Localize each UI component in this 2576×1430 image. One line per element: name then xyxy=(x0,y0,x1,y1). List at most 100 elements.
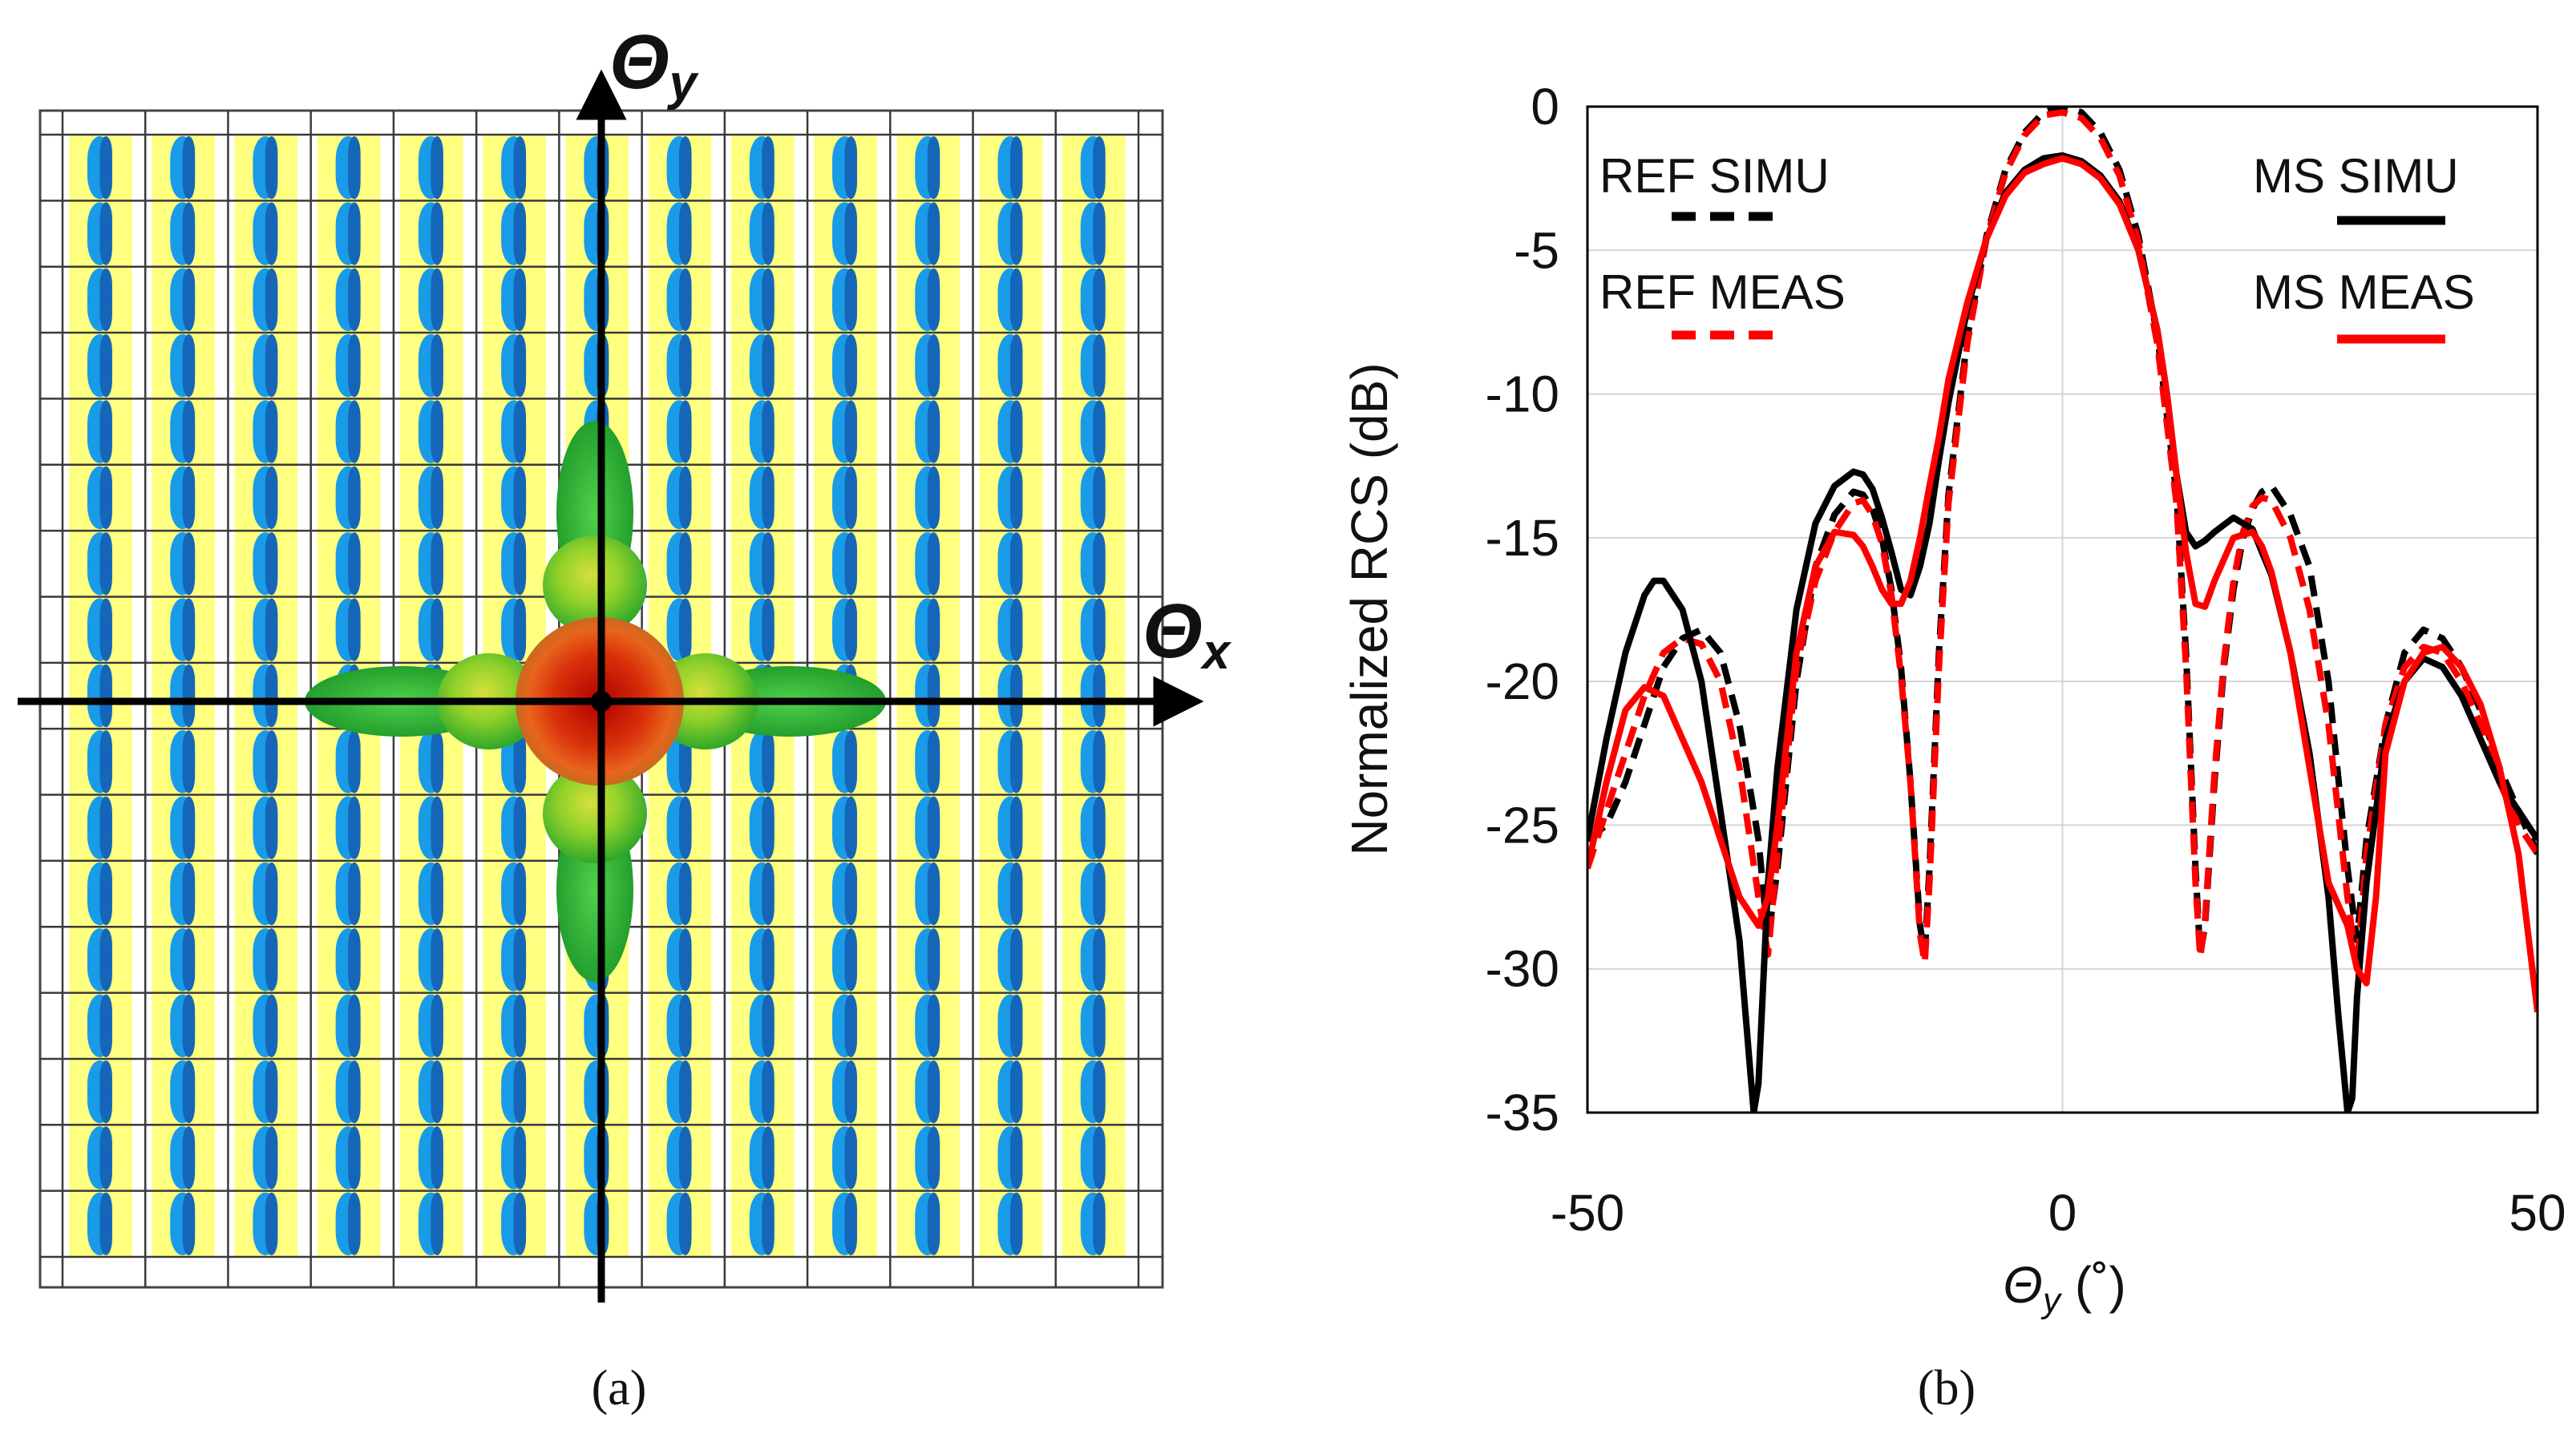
array-element-shade xyxy=(844,862,858,926)
array-element-shade xyxy=(265,1060,278,1124)
array-element-shade xyxy=(182,730,196,794)
array-element-shade xyxy=(431,928,443,992)
y-tick-label: -10 xyxy=(1486,366,1560,423)
array-element-shade xyxy=(431,136,443,200)
array-element-shade xyxy=(762,1126,774,1190)
theta-y-label: Θy xyxy=(609,19,700,111)
array-element-shade xyxy=(99,730,112,794)
array-element-shade xyxy=(927,928,940,992)
array-element-shade xyxy=(927,1060,940,1124)
array-element-shade xyxy=(762,928,774,992)
array-element-shade xyxy=(927,862,940,926)
array-element-shade xyxy=(99,334,112,398)
array-element-shade xyxy=(431,862,443,926)
array-element-shade xyxy=(1093,334,1106,398)
array-element-shade xyxy=(265,532,278,596)
array-element-shade xyxy=(265,466,278,530)
array-element-shade xyxy=(762,202,774,265)
array-element-shade xyxy=(348,532,361,596)
array-element-shade xyxy=(679,928,692,992)
array-element-shade xyxy=(762,730,774,794)
array-element-shade xyxy=(1009,664,1023,728)
array-element-shade xyxy=(348,268,361,332)
array-element-shade xyxy=(431,796,443,859)
array-element-shade xyxy=(348,334,361,398)
array-element-shade xyxy=(1093,928,1106,992)
array-element-shade xyxy=(182,1060,196,1124)
array-element-shade xyxy=(182,796,196,859)
array-element-shade xyxy=(762,532,774,596)
array-element-shade xyxy=(182,268,196,332)
array-element-shade xyxy=(1093,1192,1106,1255)
plot-area-frame xyxy=(1586,105,2539,1114)
series-line-ref-meas xyxy=(1587,109,2538,972)
array-element-shade xyxy=(762,994,774,1057)
array-element-shade xyxy=(513,730,527,794)
chart-series xyxy=(1587,107,2538,1113)
array-element-shade xyxy=(844,1126,858,1190)
array-element-shade xyxy=(844,1192,858,1255)
panel-a: Θy Θx (a) xyxy=(18,19,1232,1416)
array-element-shade xyxy=(265,136,278,200)
array-element-shade xyxy=(679,268,692,332)
array-element-shade xyxy=(513,400,527,463)
array-element-shade xyxy=(1093,664,1106,728)
array-element-shade xyxy=(927,532,940,596)
array-element-shade xyxy=(265,598,278,661)
array-element-shade xyxy=(1009,136,1023,200)
array-element-shade xyxy=(348,928,361,992)
array-element-shade xyxy=(513,862,527,926)
array-element-shade xyxy=(265,202,278,265)
x-tick-label: -50 xyxy=(1551,1184,1625,1242)
array-element-shade xyxy=(762,466,774,530)
array-element-shade xyxy=(844,400,858,463)
array-element-shade xyxy=(182,1126,196,1190)
y-tick-label: -25 xyxy=(1486,796,1560,854)
array-element-shade xyxy=(1009,334,1023,398)
y-tick-label: -20 xyxy=(1486,652,1560,710)
array-element-shade xyxy=(265,796,278,859)
array-element-shade xyxy=(431,202,443,265)
array-element-shade xyxy=(927,730,940,794)
array-element-shade xyxy=(1009,862,1023,926)
array-element-shade xyxy=(99,928,112,992)
array-element-shade xyxy=(99,994,112,1057)
array-element-shade xyxy=(1009,928,1023,992)
array-element-shade xyxy=(265,400,278,463)
array-element-shade xyxy=(679,466,692,530)
array-element-shade xyxy=(1009,1060,1023,1124)
array-element-shade xyxy=(1093,598,1106,661)
array-element-shade xyxy=(513,466,527,530)
theta-x-subscript: x xyxy=(1200,624,1232,680)
array-element-shade xyxy=(762,598,774,661)
array-element-shade xyxy=(1009,598,1023,661)
array-element-shade xyxy=(1009,1192,1023,1255)
array-element-shade xyxy=(927,400,940,463)
array-element-shade xyxy=(348,598,361,661)
array-element-shade xyxy=(1093,268,1106,332)
array-element-shade xyxy=(431,466,443,530)
array-element-shade xyxy=(679,862,692,926)
legend: REF SIMU REF MEAS MS SIMU MS MEAS xyxy=(1599,149,2475,344)
series-line-ms-simu xyxy=(1587,152,2538,1113)
x-tick-label: 50 xyxy=(2509,1184,2566,1242)
array-element-shade xyxy=(927,796,940,859)
array-element-shade xyxy=(1009,730,1023,794)
array-element-shade xyxy=(265,994,278,1057)
y-tick-label: -15 xyxy=(1486,509,1560,567)
array-element-shade xyxy=(1009,466,1023,530)
array-element-shade xyxy=(265,268,278,332)
array-element-shade xyxy=(679,202,692,265)
array-element-shade xyxy=(99,796,112,859)
array-element-shade xyxy=(844,796,858,859)
array-element-shade xyxy=(844,994,858,1057)
theta-x-label: Θx xyxy=(1142,588,1232,680)
array-element-shade xyxy=(762,862,774,926)
array-element-shade xyxy=(844,202,858,265)
array-element-shade xyxy=(762,400,774,463)
array-element-shade xyxy=(99,862,112,926)
array-element-shade xyxy=(1093,730,1106,794)
array-element-shade xyxy=(348,202,361,265)
array-element-shade xyxy=(99,1192,112,1255)
array-element-shade xyxy=(99,1126,112,1190)
